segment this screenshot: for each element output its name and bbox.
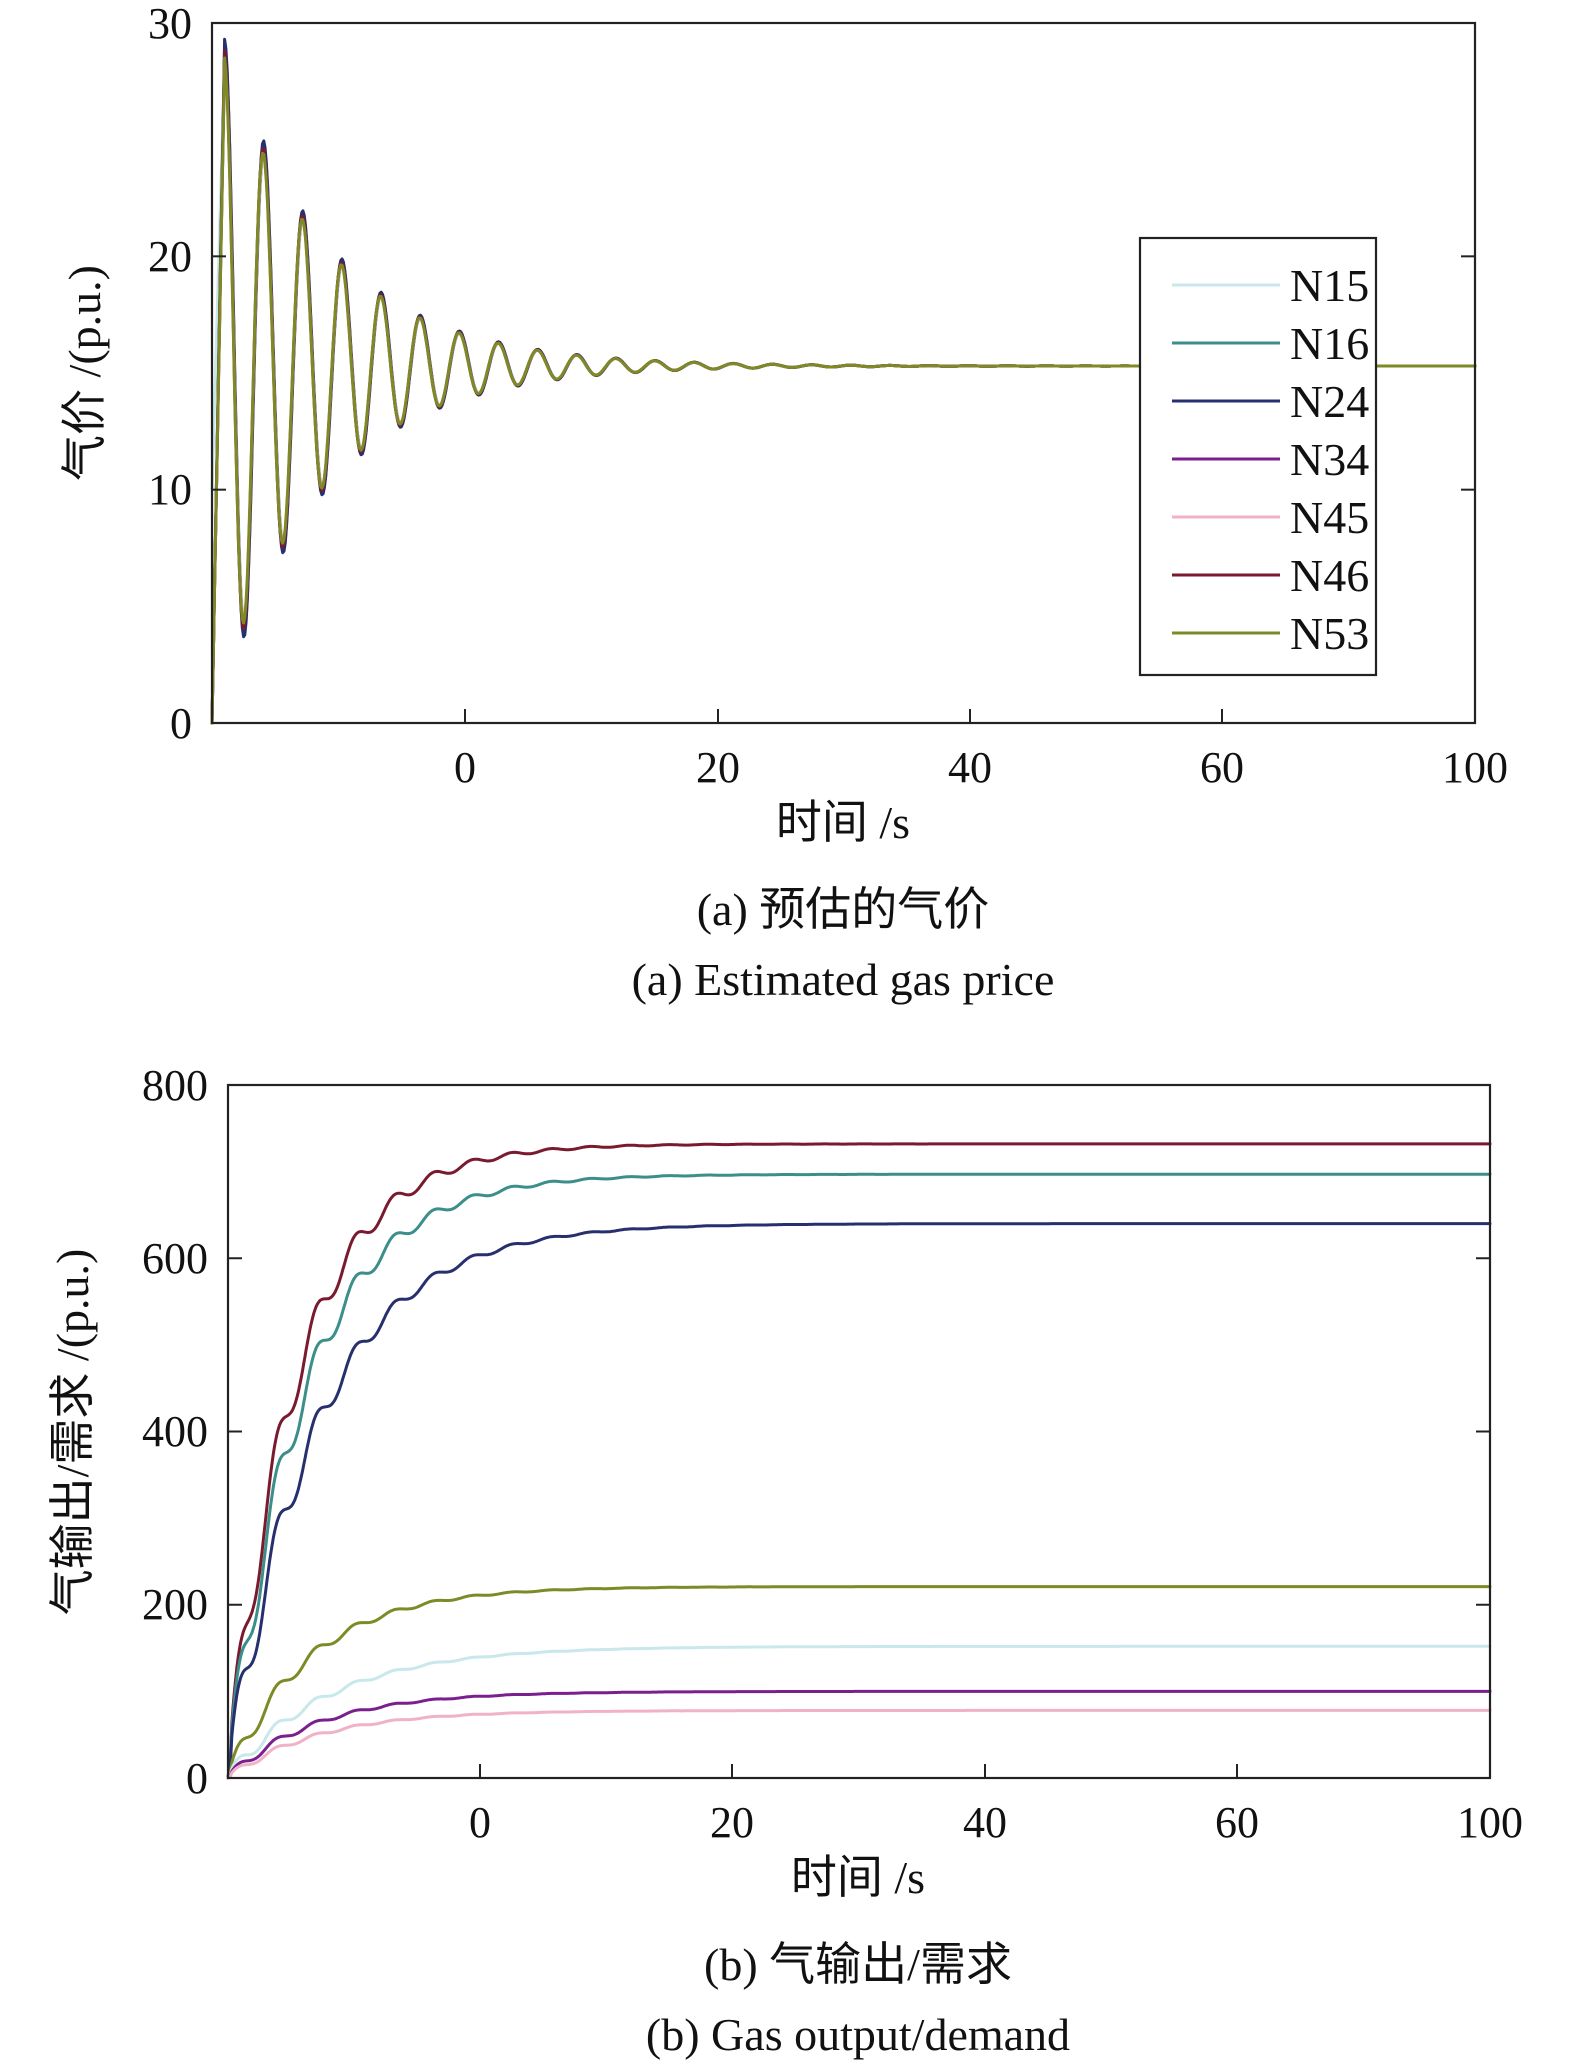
legend-label-n16: N16 (1290, 318, 1369, 369)
chart-a-xtick-label: 40 (948, 743, 992, 792)
chart-a-ytick-label: 0 (170, 699, 192, 748)
chart-b-xtick-label: 100 (1457, 1798, 1523, 1847)
chart-b-x-axis-label: 时间 /s (791, 1852, 925, 1903)
chart-a-caption-en: (a) Estimated gas price (632, 954, 1055, 1005)
chart-a-legend: N15 N16 N24 N34 N45 N46 N53 (1138, 236, 1378, 677)
chart-b: 800 600 400 200 0 0 20 40 60 100 时间 /s 气… (47, 1061, 1523, 2060)
chart-b-caption-en: (b) Gas output/demand (646, 2009, 1070, 2060)
chart-a-xtick-label: 20 (696, 743, 740, 792)
chart-b-ytick-label: 200 (142, 1580, 208, 1629)
chart-b-line-n45 (226, 1708, 1492, 1780)
chart-a-caption-cn: (a) 预估的气价 (697, 884, 990, 935)
chart-b-line-n15 (226, 1644, 1492, 1780)
chart-a-ytick-label: 20 (148, 232, 192, 281)
legend-label-n34: N34 (1290, 434, 1369, 485)
legend-label-n53: N53 (1290, 608, 1369, 659)
chart-a-xtick-label: 60 (1200, 743, 1244, 792)
chart-b-line-n24 (226, 1222, 1492, 1780)
legend-label-n24: N24 (1290, 376, 1369, 427)
chart-b-xtick-label: 0 (469, 1798, 491, 1847)
chart-a-series-group (210, 37, 1477, 725)
chart-b-xtick-label: 40 (963, 1798, 1007, 1847)
chart-b-ytick-label: 400 (142, 1407, 208, 1456)
chart-b-ticks (228, 1084, 1490, 1779)
chart-b-ytick-label: 0 (186, 1754, 208, 1803)
chart-a: 30 20 10 0 0 20 40 60 100 时间 /s 气价 /(p.u… (59, 0, 1508, 1005)
chart-a-xtick-label: 0 (454, 743, 476, 792)
chart-a-ticks (212, 22, 1475, 724)
chart-b-xtick-label: 60 (1215, 1798, 1259, 1847)
chart-a-ytick-label: 10 (148, 465, 192, 514)
chart-a-y-axis-label: 气价 /(p.u.) (59, 265, 110, 481)
chart-b-line-n34 (226, 1689, 1492, 1780)
chart-b-line-n53 (226, 1585, 1492, 1780)
chart-b-ytick-label: 600 (142, 1234, 208, 1283)
chart-b-ytick-label: 800 (142, 1061, 208, 1110)
legend-label-n46: N46 (1290, 550, 1369, 601)
chart-b-xtick-label: 20 (710, 1798, 754, 1847)
chart-b-line-n46 (226, 1142, 1492, 1780)
chart-b-series-group (226, 1142, 1492, 1780)
legend-label-n45: N45 (1290, 492, 1369, 543)
legend-label-n15: N15 (1290, 260, 1369, 311)
chart-a-xtick-label: 100 (1442, 743, 1508, 792)
chart-a-ytick-label: 30 (148, 0, 192, 48)
chart-a-plot-area (210, 21, 1477, 725)
chart-b-y-axis-label: 气输出/需求 /(p.u.) (47, 1249, 98, 1616)
chart-a-x-axis-label: 时间 /s (776, 797, 910, 848)
legend-box (1138, 236, 1378, 677)
chart-b-caption-cn: (b) 气输出/需求 (704, 1939, 1012, 1990)
chart-b-line-n16 (226, 1172, 1492, 1780)
